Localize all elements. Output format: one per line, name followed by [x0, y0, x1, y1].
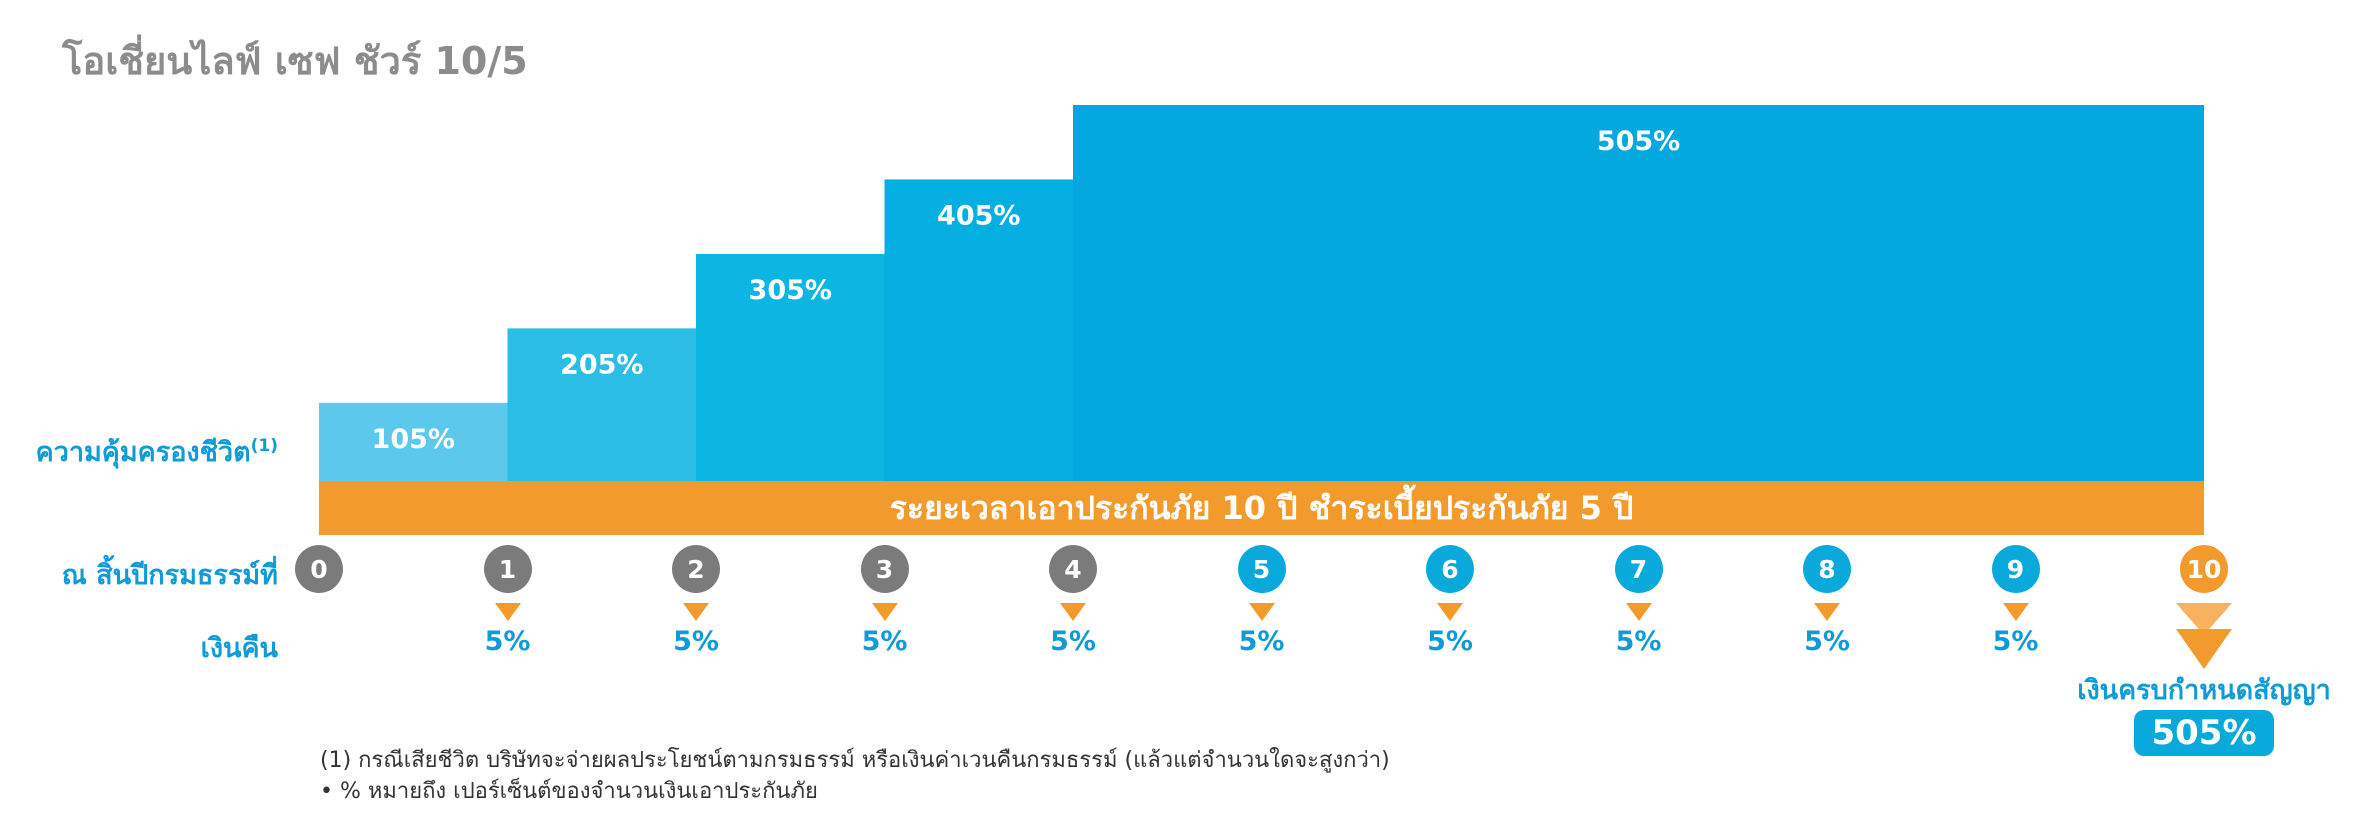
refund-value: 5%: [1050, 626, 1096, 657]
coverage-step-bar: [696, 253, 885, 481]
refund-arrow-icon: [1625, 603, 1652, 621]
refund-value: 5%: [1238, 626, 1285, 657]
year-marker: 9: [1991, 545, 2040, 593]
year-marker: 6: [1426, 545, 1474, 593]
coverage-step-label: 205%: [560, 349, 643, 380]
footnote-2: • % หมายถึง เปอร์เซ็นต์ของจำนวนเงินเอาปร…: [320, 779, 818, 804]
coverage-label-text: ความคุ้มครองชีวิต: [35, 437, 251, 468]
year-marker: 0: [295, 545, 343, 593]
refund-arrow-icon: [2002, 603, 2029, 621]
year-marker: 1: [483, 545, 532, 593]
year-marker: 5: [1237, 545, 1286, 593]
coverage-step-label: 405%: [937, 200, 1020, 231]
refund-arrow-icon: [871, 603, 898, 621]
refund-row-label: เงินคืน: [200, 633, 278, 664]
coverage-footnote-marker: (1): [250, 436, 278, 456]
coverage-step-label: 505%: [1597, 126, 1680, 157]
refund-arrow-icon: [494, 603, 521, 621]
refund-value: 5%: [673, 626, 719, 657]
refund-arrow-icon: [1248, 603, 1275, 621]
year-marker: 8: [1803, 545, 1851, 593]
coverage-step-label: 305%: [749, 275, 832, 306]
maturity-arrows-icon: [2176, 603, 2232, 669]
year-marker: 4: [1049, 545, 1097, 593]
refund-value: 5%: [1804, 626, 1850, 657]
refund-value: 5%: [861, 626, 908, 657]
refund-value: 5%: [1992, 626, 2039, 657]
year-marker: 10: [2180, 545, 2228, 593]
refund-value: 5%: [1427, 626, 1473, 657]
coverage-step-bar: [1073, 105, 2204, 481]
coverage-step-label: 105%: [372, 424, 455, 455]
refund-value: 5%: [1615, 626, 1662, 657]
chart-title: โอเชี่ยนไลฟ์ เซฟ ชัวร์ 10/5: [62, 39, 528, 83]
refund-value: 5%: [484, 626, 531, 657]
coverage-step-bar: [884, 179, 1073, 481]
coverage-step-bar: [319, 402, 508, 481]
coverage-step-bar: [507, 328, 696, 481]
footnote-1: (1) กรณีเสียชีวิต บริษัทจะจ่ายผลประโยชน์…: [320, 748, 1390, 773]
year-marker: 2: [672, 545, 720, 593]
footnotes: (1) กรณีเสียชีวิต บริษัทจะจ่ายผลประโยชน์…: [320, 745, 1390, 807]
year-marker: 3: [860, 545, 909, 593]
refund-arrow-icon: [1060, 603, 1086, 621]
maturity-label: เงินครบกำหนดสัญญา: [2077, 675, 2331, 706]
refund-arrow-icon: [683, 603, 709, 621]
refund-arrow-icon: [1814, 603, 1840, 621]
coverage-period-band: ระยะเวลาเอาประกันภัย 10 ปี ชำระเบี้ยประก…: [319, 481, 2204, 535]
maturity-value-badge: 505%: [2134, 710, 2274, 756]
year-end-row-label: ณ สิ้นปีกรมธรรม์ที่: [61, 560, 278, 591]
refund-arrow-icon: [1437, 603, 1463, 621]
coverage-row-label: ความคุ้มครองชีวิต(1): [36, 430, 278, 473]
year-marker: 7: [1614, 545, 1663, 593]
